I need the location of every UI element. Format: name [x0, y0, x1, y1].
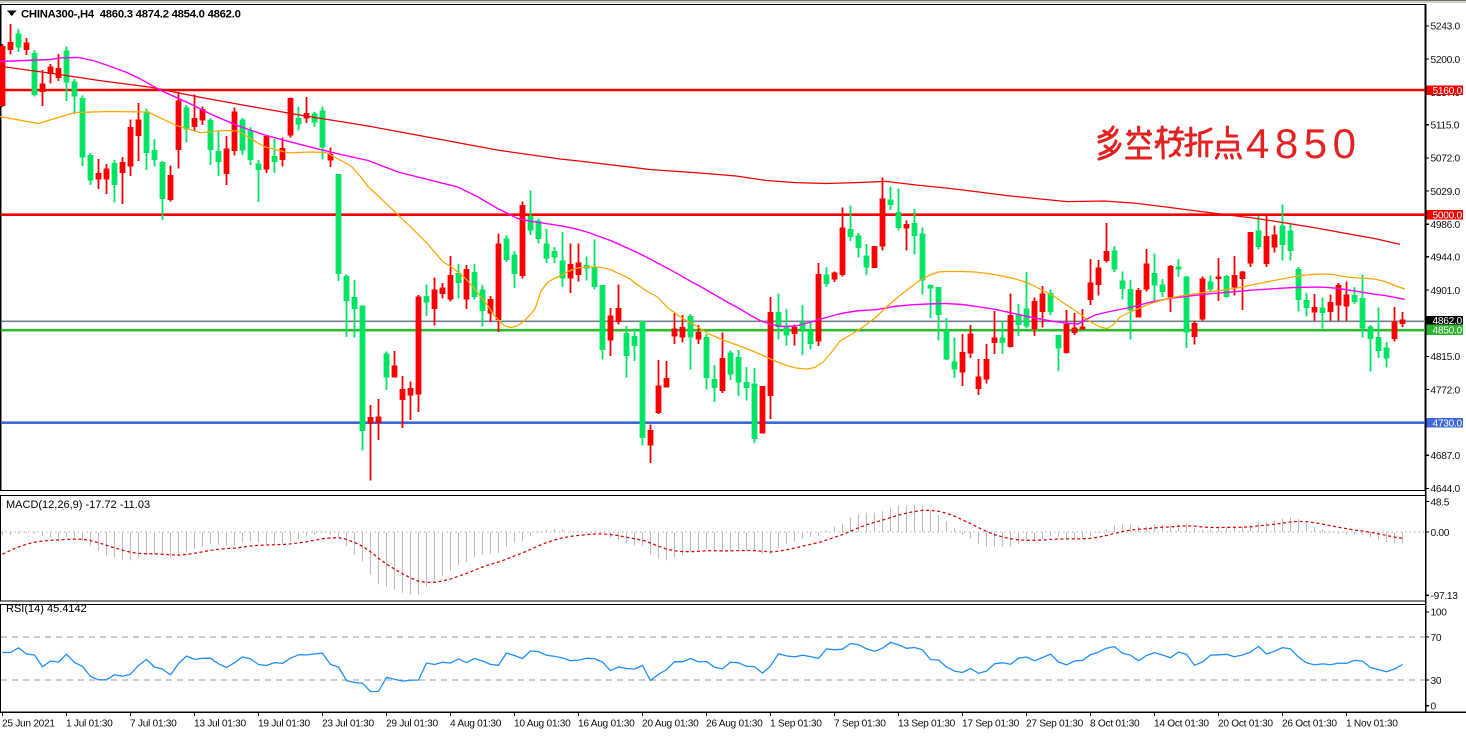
svg-text:4862.0: 4862.0 — [1433, 316, 1463, 327]
svg-text:14 Oct 01:30: 14 Oct 01:30 — [1154, 719, 1209, 730]
svg-text:5115.0: 5115.0 — [1431, 121, 1460, 132]
svg-text:5200.0: 5200.0 — [1431, 55, 1461, 66]
svg-text:4850: 4850 — [1246, 120, 1361, 167]
svg-text:26 Oct 01:30: 26 Oct 01:30 — [1282, 719, 1337, 730]
svg-text:13 Jul 01:30: 13 Jul 01:30 — [194, 719, 247, 730]
svg-text:5000.0: 5000.0 — [1433, 211, 1463, 222]
svg-text:4944.0: 4944.0 — [1431, 253, 1461, 264]
svg-text:1 Nov 01:30: 1 Nov 01:30 — [1346, 719, 1398, 730]
svg-text:25 Jun 2021: 25 Jun 2021 — [2, 719, 55, 730]
svg-text:4986.0: 4986.0 — [1431, 220, 1461, 231]
svg-text:30: 30 — [1431, 676, 1442, 687]
svg-text:8 Oct 01:30: 8 Oct 01:30 — [1090, 719, 1140, 730]
svg-text:MACD(12,26,9) -17.72 -11.03: MACD(12,26,9) -17.72 -11.03 — [6, 499, 150, 511]
svg-text:1 Jul 01:30: 1 Jul 01:30 — [66, 719, 113, 730]
svg-text:CHINA300-,H4 4860.3 4874.2 48: CHINA300-,H4 4860.3 4874.2 4854.0 4862.0 — [21, 9, 241, 21]
svg-text:4 Aug 01:30: 4 Aug 01:30 — [450, 719, 502, 730]
svg-text:4687.0: 4687.0 — [1431, 451, 1461, 462]
svg-text:23 Jul 01:30: 23 Jul 01:30 — [322, 719, 375, 730]
svg-text:RSI(14) 45.4142: RSI(14) 45.4142 — [6, 603, 87, 615]
svg-text:26 Aug 01:30: 26 Aug 01:30 — [706, 719, 763, 730]
svg-text:5072.0: 5072.0 — [1431, 154, 1461, 165]
svg-text:0: 0 — [1431, 702, 1437, 713]
svg-text:7 Sep 01:30: 7 Sep 01:30 — [834, 719, 886, 730]
svg-text:20 Oct 01:30: 20 Oct 01:30 — [1218, 719, 1273, 730]
svg-text:0.00: 0.00 — [1431, 528, 1450, 539]
svg-text:5160.0: 5160.0 — [1433, 86, 1463, 97]
svg-text:20 Aug 01:30: 20 Aug 01:30 — [642, 719, 699, 730]
svg-text:7 Jul 01:30: 7 Jul 01:30 — [130, 719, 177, 730]
svg-text:100: 100 — [1431, 608, 1448, 619]
svg-text:29 Jul 01:30: 29 Jul 01:30 — [386, 719, 439, 730]
svg-text:10 Aug 01:30: 10 Aug 01:30 — [514, 719, 571, 730]
svg-text:-97.13: -97.13 — [1431, 591, 1459, 602]
svg-text:17 Sep 01:30: 17 Sep 01:30 — [962, 719, 1020, 730]
svg-text:1 Sep 01:30: 1 Sep 01:30 — [770, 719, 822, 730]
svg-text:4815.0: 4815.0 — [1431, 352, 1461, 363]
svg-text:27 Sep 01:30: 27 Sep 01:30 — [1026, 719, 1084, 730]
svg-text:5243.0: 5243.0 — [1431, 22, 1461, 33]
svg-text:4730.0: 4730.0 — [1433, 419, 1463, 430]
svg-text:5029.0: 5029.0 — [1431, 187, 1461, 198]
svg-text:16 Aug 01:30: 16 Aug 01:30 — [578, 719, 635, 730]
svg-text:4901.0: 4901.0 — [1431, 286, 1461, 297]
svg-text:13 Sep 01:30: 13 Sep 01:30 — [898, 719, 956, 730]
svg-text:4644.0: 4644.0 — [1431, 484, 1461, 495]
svg-text:48.5: 48.5 — [1431, 497, 1450, 508]
svg-text:4772.0: 4772.0 — [1431, 385, 1461, 396]
svg-text:4850.0: 4850.0 — [1433, 326, 1463, 337]
svg-text:19 Jul 01:30: 19 Jul 01:30 — [258, 719, 311, 730]
svg-text:70: 70 — [1431, 633, 1442, 644]
